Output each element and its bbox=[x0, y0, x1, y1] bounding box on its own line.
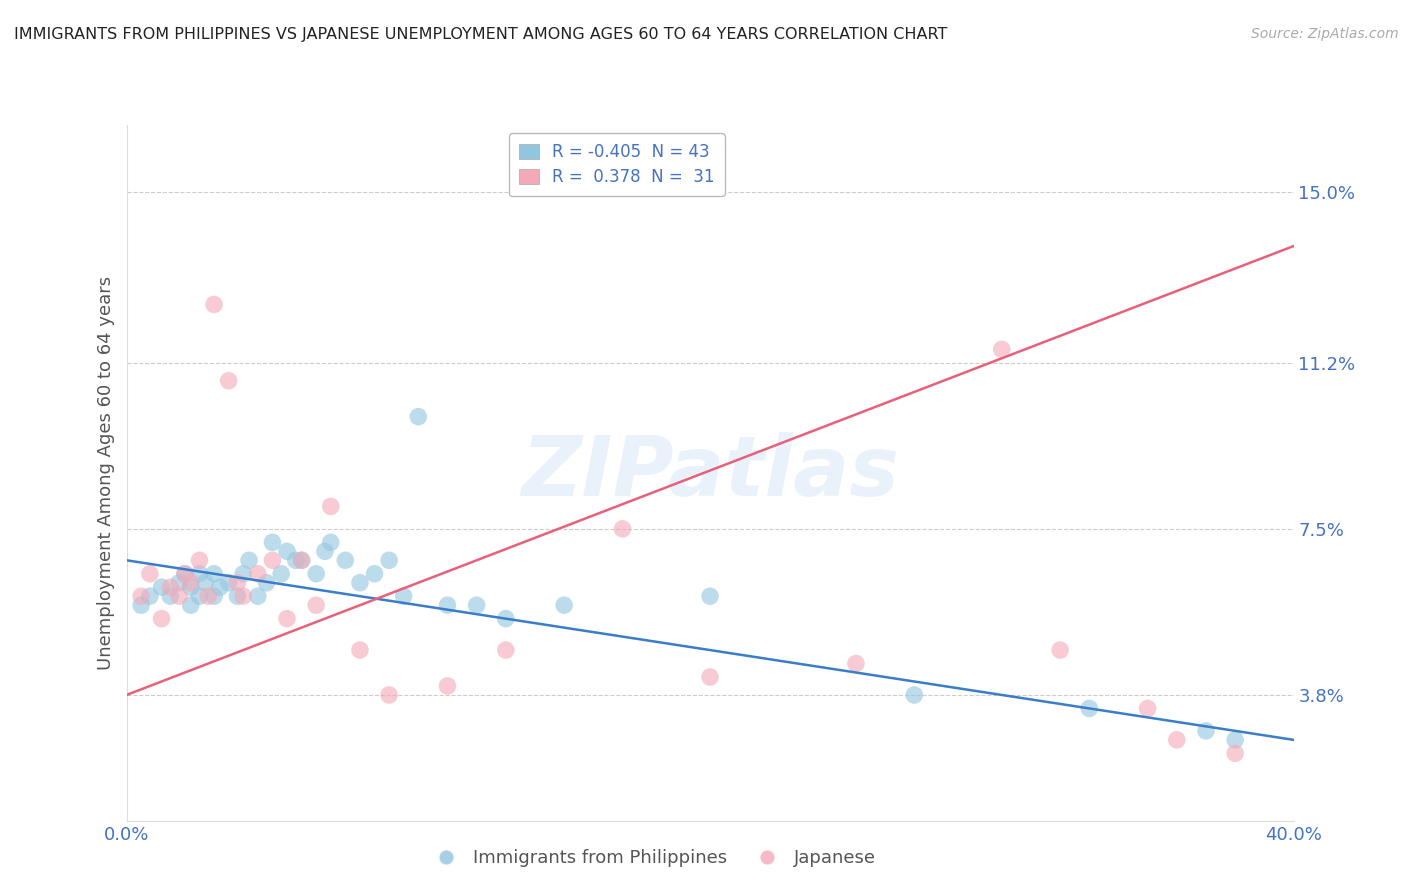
Point bbox=[202, 566, 225, 581]
Legend: Immigrants from Philippines, Japanese: Immigrants from Philippines, Japanese bbox=[420, 842, 883, 874]
Point bbox=[845, 657, 868, 671]
Point bbox=[363, 566, 385, 581]
Point bbox=[699, 589, 721, 603]
Point bbox=[159, 589, 181, 603]
Point bbox=[129, 589, 152, 603]
Point bbox=[150, 580, 173, 594]
Point bbox=[262, 535, 284, 549]
Point bbox=[226, 575, 249, 590]
Point bbox=[202, 297, 225, 311]
Point bbox=[256, 575, 278, 590]
Point bbox=[392, 589, 415, 603]
Point bbox=[699, 670, 721, 684]
Point bbox=[139, 566, 162, 581]
Point bbox=[159, 580, 181, 594]
Point bbox=[1136, 701, 1159, 715]
Point bbox=[553, 598, 575, 612]
Point bbox=[202, 589, 225, 603]
Point bbox=[903, 688, 925, 702]
Point bbox=[305, 598, 328, 612]
Point bbox=[1195, 723, 1218, 738]
Point bbox=[465, 598, 488, 612]
Point bbox=[270, 566, 292, 581]
Point bbox=[305, 566, 328, 581]
Point bbox=[180, 575, 202, 590]
Point bbox=[319, 535, 342, 549]
Point bbox=[276, 612, 298, 626]
Point bbox=[284, 553, 307, 567]
Point bbox=[990, 343, 1012, 357]
Point bbox=[218, 575, 240, 590]
Point bbox=[495, 643, 517, 657]
Point bbox=[232, 589, 254, 603]
Point bbox=[1223, 747, 1246, 761]
Point bbox=[290, 553, 312, 567]
Point bbox=[246, 566, 269, 581]
Point bbox=[197, 589, 219, 603]
Point bbox=[1166, 732, 1188, 747]
Point bbox=[1223, 732, 1246, 747]
Point bbox=[436, 598, 458, 612]
Point bbox=[349, 643, 371, 657]
Point bbox=[218, 374, 240, 388]
Point bbox=[139, 589, 162, 603]
Point bbox=[226, 589, 249, 603]
Point bbox=[208, 580, 231, 594]
Point bbox=[188, 553, 211, 567]
Point bbox=[335, 553, 357, 567]
Point bbox=[262, 553, 284, 567]
Point bbox=[174, 566, 197, 581]
Point bbox=[1078, 701, 1101, 715]
Point bbox=[188, 566, 211, 581]
Text: Source: ZipAtlas.com: Source: ZipAtlas.com bbox=[1251, 27, 1399, 41]
Y-axis label: Unemployment Among Ages 60 to 64 years: Unemployment Among Ages 60 to 64 years bbox=[97, 276, 115, 670]
Text: ZIPatlas: ZIPatlas bbox=[522, 433, 898, 513]
Point bbox=[180, 598, 202, 612]
Point bbox=[150, 612, 173, 626]
Point bbox=[349, 575, 371, 590]
Point bbox=[612, 522, 634, 536]
Point bbox=[129, 598, 152, 612]
Point bbox=[167, 575, 190, 590]
Point bbox=[436, 679, 458, 693]
Point bbox=[314, 544, 336, 558]
Point bbox=[232, 566, 254, 581]
Point bbox=[495, 612, 517, 626]
Point bbox=[408, 409, 430, 424]
Point bbox=[378, 688, 401, 702]
Point bbox=[276, 544, 298, 558]
Point bbox=[238, 553, 260, 567]
Point bbox=[167, 589, 190, 603]
Point bbox=[188, 589, 211, 603]
Point bbox=[1049, 643, 1071, 657]
Point bbox=[246, 589, 269, 603]
Point bbox=[174, 566, 197, 581]
Point bbox=[194, 575, 217, 590]
Point bbox=[180, 580, 202, 594]
Point bbox=[319, 500, 342, 514]
Point bbox=[378, 553, 401, 567]
Text: IMMIGRANTS FROM PHILIPPINES VS JAPANESE UNEMPLOYMENT AMONG AGES 60 TO 64 YEARS C: IMMIGRANTS FROM PHILIPPINES VS JAPANESE … bbox=[14, 27, 948, 42]
Point bbox=[290, 553, 312, 567]
